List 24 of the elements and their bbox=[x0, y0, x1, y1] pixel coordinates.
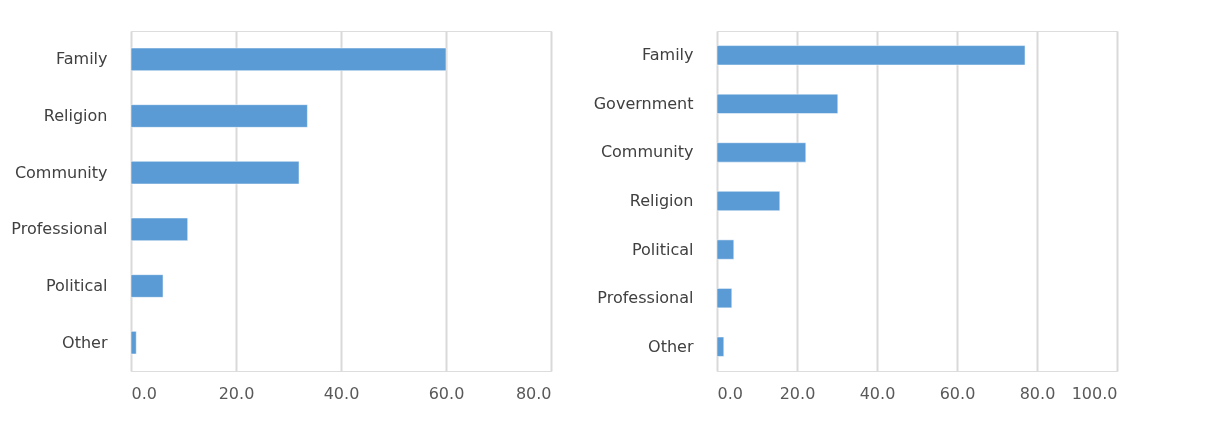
x-tick-label: 20.0 bbox=[218, 383, 255, 403]
x-tick-label: 40.0 bbox=[323, 383, 360, 403]
y-tick-label: Family bbox=[642, 45, 694, 65]
y-tick-label: Government bbox=[593, 93, 694, 113]
x-tick-label: 80.0 bbox=[515, 383, 552, 403]
y-tick-label: Religion bbox=[43, 106, 108, 125]
y-tick-label: Other bbox=[62, 332, 108, 352]
y-tick-label: Community bbox=[600, 142, 694, 162]
x-tick-label: 100.0 bbox=[1071, 383, 1118, 403]
x-tick-label: 40.0 bbox=[859, 383, 896, 403]
x-tick-label: 0.0 bbox=[717, 383, 743, 403]
x-tick-label: 0.0 bbox=[131, 383, 157, 403]
y-tick-label: Community bbox=[14, 162, 108, 182]
y-tick-label: Political bbox=[45, 276, 108, 295]
y-tick-label: Family bbox=[56, 49, 108, 69]
y-tick-label: Religion bbox=[629, 191, 694, 210]
x-tick-label: 20.0 bbox=[779, 383, 816, 403]
y-tick-label: Other bbox=[648, 336, 694, 356]
y-tick-label: Professional bbox=[597, 288, 694, 308]
y-tick-label: Professional bbox=[11, 219, 108, 239]
x-tick-label: 60.0 bbox=[939, 383, 976, 403]
y-tick-label: Political bbox=[631, 239, 694, 259]
x-tick-label: 60.0 bbox=[428, 383, 465, 403]
x-tick-label: 80.0 bbox=[1019, 383, 1056, 403]
